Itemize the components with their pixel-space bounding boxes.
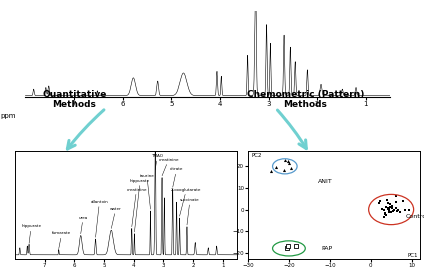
Text: hippurate: hippurate: [130, 179, 150, 232]
Point: [383, 198, 390, 202]
Point: [385, 210, 392, 215]
Text: PC1: PC1: [407, 253, 418, 258]
Point: [393, 209, 400, 213]
Text: ppm: ppm: [1, 113, 16, 119]
Text: hippurate: hippurate: [21, 224, 41, 243]
Point: [376, 200, 382, 205]
Point: [389, 209, 396, 214]
Point: [402, 208, 408, 212]
Text: creatinine: creatinine: [126, 188, 147, 227]
Text: water: water: [110, 207, 122, 228]
Text: Quantitative
Methods: Quantitative Methods: [42, 90, 106, 109]
Point: [377, 199, 383, 203]
Point: [287, 166, 294, 170]
Text: PC2: PC2: [251, 153, 262, 158]
Point: [387, 201, 394, 206]
Point: [388, 210, 395, 214]
Point: [380, 215, 387, 220]
Point: [388, 206, 395, 211]
Point: [393, 206, 399, 210]
Point: [379, 207, 386, 211]
Point: [285, 244, 292, 249]
Text: 2-oxoglutarate: 2-oxoglutarate: [171, 188, 201, 216]
Point: [393, 194, 400, 198]
Text: urea: urea: [78, 216, 88, 234]
Text: TMAO: TMAO: [151, 154, 163, 170]
Point: [395, 208, 402, 212]
Point: [385, 200, 391, 205]
Point: [293, 244, 299, 249]
Point: [285, 161, 292, 166]
Point: [385, 208, 392, 212]
Text: Control: Control: [405, 214, 424, 218]
Text: PAP: PAP: [322, 246, 333, 251]
Point: [385, 206, 392, 210]
Text: ANIT: ANIT: [318, 179, 332, 184]
Point: [383, 212, 390, 217]
Point: [268, 169, 274, 173]
Point: [391, 207, 398, 212]
Point: [385, 207, 392, 211]
Point: [382, 204, 389, 209]
Point: [386, 206, 393, 210]
Text: allantoin: allantoin: [91, 200, 108, 237]
Point: [386, 205, 393, 210]
Text: succinate: succinate: [180, 198, 200, 225]
Point: [281, 168, 288, 172]
Point: [284, 159, 291, 164]
Point: [381, 211, 388, 215]
Point: [406, 208, 413, 212]
Point: [284, 245, 290, 250]
Text: citrate: citrate: [170, 167, 183, 187]
Point: [272, 165, 279, 169]
Point: [392, 200, 399, 204]
Text: taurine: taurine: [139, 174, 154, 209]
Text: creatinine: creatinine: [158, 158, 179, 176]
Point: [381, 208, 388, 212]
Point: [382, 211, 388, 216]
Text: Chemometric (Pattern)
Methods: Chemometric (Pattern) Methods: [247, 90, 364, 109]
Text: fumarate: fumarate: [52, 231, 71, 249]
Point: [388, 203, 395, 208]
Point: [399, 199, 406, 204]
Point: [282, 158, 288, 163]
Point: [396, 210, 403, 214]
